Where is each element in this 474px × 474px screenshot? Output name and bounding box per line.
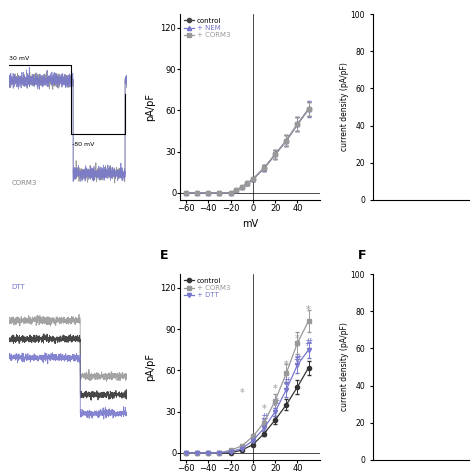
- Text: *: *: [239, 388, 244, 398]
- Legend: control, + CORM3, + DTT: control, + CORM3, + DTT: [184, 278, 230, 298]
- Text: #: #: [260, 413, 268, 423]
- Text: 30 mV: 30 mV: [9, 55, 30, 61]
- Text: F: F: [358, 249, 367, 262]
- Text: C: C: [358, 0, 367, 2]
- Text: *: *: [273, 384, 278, 394]
- Text: #: #: [293, 354, 301, 364]
- Text: #: #: [271, 398, 279, 408]
- Text: *: *: [306, 305, 311, 315]
- Y-axis label: current density (pA/pF): current density (pA/pF): [340, 322, 349, 411]
- Text: DTT: DTT: [12, 284, 26, 290]
- Text: *: *: [262, 404, 266, 414]
- Y-axis label: current density (pA/pF): current density (pA/pF): [340, 63, 349, 152]
- Y-axis label: pA/pF: pA/pF: [145, 353, 155, 381]
- Text: #: #: [304, 338, 313, 348]
- Text: E: E: [160, 249, 168, 262]
- Y-axis label: pA/pF: pA/pF: [145, 93, 155, 121]
- Text: CORM3: CORM3: [12, 180, 37, 186]
- Text: -80 mV: -80 mV: [72, 142, 94, 146]
- Text: *: *: [295, 334, 300, 344]
- Text: *: *: [284, 360, 289, 370]
- Text: #: #: [282, 377, 291, 387]
- Text: B: B: [160, 0, 169, 2]
- Legend: control, + NEM, + CORM3: control, + NEM, + CORM3: [184, 18, 230, 38]
- X-axis label: mV: mV: [242, 219, 258, 228]
